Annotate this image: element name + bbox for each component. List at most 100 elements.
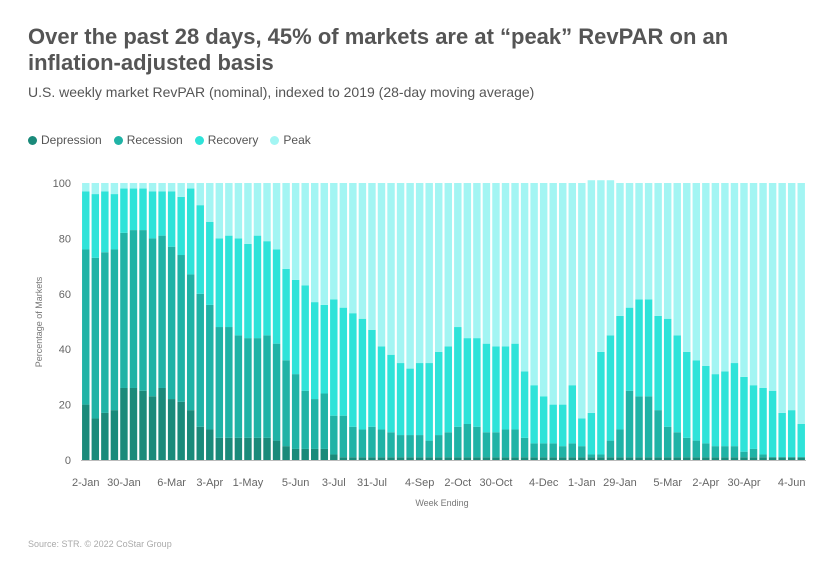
bar-segment-recession-35	[415, 435, 424, 458]
bar-segment-peak-62	[673, 183, 681, 336]
bar-segment-depression-19	[263, 437, 271, 460]
bar-segment-recession-12	[196, 293, 204, 427]
bar-segment-depression-49	[549, 457, 557, 460]
bar-segment-depression-29	[358, 457, 367, 460]
bar-segment-recession-17	[244, 338, 252, 438]
bar-segment-depression-4	[120, 387, 128, 460]
bar-segment-depression-51	[568, 457, 576, 460]
bar-segment-peak-75	[797, 183, 805, 424]
bar-segment-recession-28	[349, 426, 357, 458]
bar-segment-recovery-59	[644, 299, 653, 397]
bar-segment-peak-47	[530, 183, 538, 386]
bar-segment-peak-14	[215, 183, 224, 239]
y-axis-label: Percentage of Markets	[34, 276, 44, 367]
bar-segment-depression-26	[330, 454, 338, 460]
bar-segment-recovery-20	[272, 249, 281, 344]
bar-segment-depression-21	[282, 446, 290, 460]
legend-item-recovery[interactable]: Recovery	[194, 133, 259, 147]
bar-segment-recession-15	[225, 327, 233, 438]
bar-segment-recovery-15	[225, 235, 233, 328]
bar-segment-recovery-24	[311, 302, 319, 400]
bar-segment-recovery-48	[539, 396, 548, 444]
bar-segment-depression-48	[539, 457, 548, 460]
bar-segment-depression-57	[625, 457, 634, 460]
bar-segment-peak-29	[358, 183, 367, 319]
bar-segment-depression-41	[473, 457, 481, 460]
bar-segment-peak-51	[568, 183, 576, 386]
bar-segment-depression-69	[740, 457, 748, 460]
bar-segment-recession-65	[702, 443, 710, 458]
bar-segment-depression-52	[578, 457, 586, 460]
x-tick-label: 30-Jan	[107, 477, 141, 489]
bar-segment-peak-46	[520, 183, 529, 372]
bar-segment-peak-10	[177, 183, 185, 197]
bar-segment-peak-43	[492, 183, 500, 347]
bar-segment-peak-38	[444, 183, 452, 347]
bar-segment-recession-69	[740, 451, 748, 458]
bar-segment-recession-40	[463, 423, 472, 458]
bar-segment-recession-5	[129, 230, 138, 388]
bar-segment-depression-56	[616, 457, 624, 460]
bar-segment-peak-19	[263, 183, 271, 242]
bar-segment-recovery-44	[501, 346, 510, 430]
bar-segment-peak-16	[234, 183, 243, 239]
bar-segment-peak-73	[778, 183, 786, 413]
bar-segment-recovery-45	[511, 343, 519, 430]
bar-segment-depression-68	[730, 457, 739, 460]
bar-segment-peak-36	[425, 183, 433, 364]
bar-segment-peak-64	[692, 183, 701, 361]
bar-segment-depression-23	[301, 448, 309, 460]
bar-segment-recovery-34	[406, 368, 414, 436]
bar-segment-recession-26	[330, 415, 338, 455]
bar-segment-depression-70	[749, 457, 758, 460]
bar-segment-recession-10	[177, 255, 185, 402]
bar-segment-peak-35	[415, 183, 424, 364]
legend-item-peak[interactable]: Peak	[270, 133, 311, 147]
bar-segment-depression-30	[368, 457, 376, 460]
bar-segment-peak-53	[587, 180, 596, 413]
legend-item-depression[interactable]: Depression	[28, 133, 102, 147]
bar-segment-recession-32	[387, 432, 395, 458]
bar-segment-recovery-60	[654, 315, 662, 411]
legend-label-recession: Recession	[126, 133, 183, 147]
legend-label-recovery: Recovery	[207, 133, 259, 147]
bar-segment-recession-0	[82, 249, 90, 405]
bar-segment-depression-60	[654, 457, 662, 460]
bar-segment-depression-16	[234, 437, 243, 460]
bar-segment-depression-75	[797, 457, 805, 460]
bar-segment-recovery-12	[196, 205, 204, 294]
bar-segment-recession-13	[206, 304, 214, 430]
bar-segment-recovery-0	[82, 191, 90, 250]
bar-segment-recession-70	[749, 448, 758, 458]
bar-segment-depression-43	[492, 457, 500, 460]
y-axis: 0 20 40 60 80 100	[53, 178, 806, 467]
bar-segment-peak-40	[463, 183, 472, 339]
bar-segment-depression-3	[110, 410, 119, 460]
bar-segment-recession-44	[501, 429, 510, 458]
bar-segment-depression-65	[702, 457, 710, 460]
bar-segment-recession-24	[311, 399, 319, 449]
bar-segment-recession-47	[530, 443, 538, 458]
bar-segment-depression-47	[530, 457, 538, 460]
y-tick-label: 20	[59, 400, 71, 412]
bar-segment-recovery-21	[282, 268, 290, 361]
bar-segment-peak-25	[320, 183, 328, 305]
bar-segment-depression-32	[387, 457, 395, 460]
bar-segment-recession-31	[377, 429, 386, 458]
bar-segment-recession-14	[215, 327, 224, 438]
bar-segment-depression-11	[186, 410, 195, 460]
bar-segment-recovery-73	[778, 412, 786, 458]
bar-segment-recovery-32	[387, 354, 395, 433]
legend-item-recession[interactable]: Recession	[113, 133, 183, 147]
bar-segment-recovery-23	[301, 285, 309, 391]
bar-segment-recovery-31	[377, 346, 386, 430]
bar-segment-recovery-7	[148, 191, 157, 239]
bar-segment-peak-30	[368, 183, 376, 330]
bar-segment-recession-18	[253, 338, 262, 438]
y-tick-label: 80	[59, 233, 71, 245]
x-tick-label: 4-Jun	[778, 477, 806, 489]
bar-segment-recession-58	[635, 396, 643, 458]
bar-segment-peak-57	[625, 183, 634, 308]
bar-segment-depression-64	[692, 457, 701, 460]
